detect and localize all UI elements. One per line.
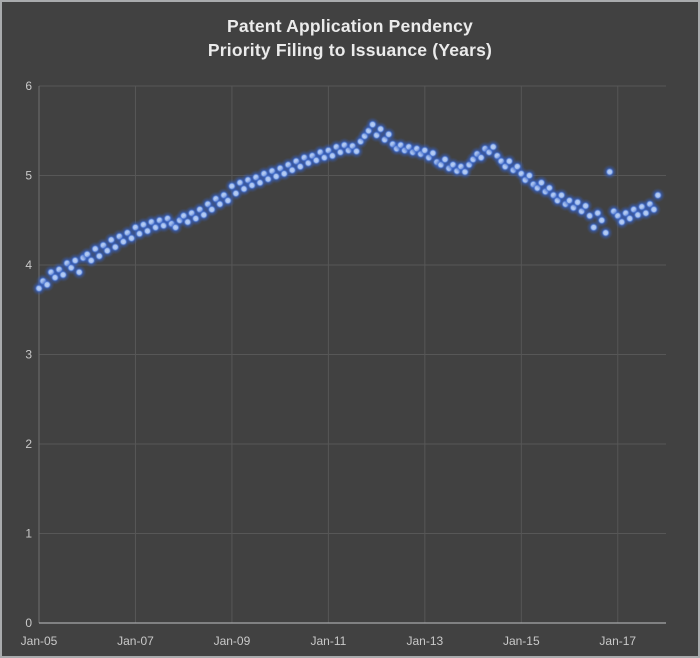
y-tick-label: 5 (25, 169, 32, 183)
scatter-points (31, 117, 666, 296)
x-tick-label: Jan-11 (310, 634, 346, 648)
scatter-point (598, 225, 613, 240)
x-tick-label: Jan-17 (599, 634, 636, 648)
x-tick-label: Jan-15 (503, 634, 540, 648)
scatter-point (594, 213, 609, 228)
y-tick-label: 0 (25, 616, 32, 630)
chart-title: Patent Application Pendency Priority Fil… (2, 14, 698, 62)
gridlines (39, 85, 666, 623)
x-tick-label: Jan-13 (406, 634, 443, 648)
x-tick-label: Jan-07 (117, 634, 154, 648)
x-tick-label: Jan-05 (21, 634, 58, 648)
y-tick-label: 3 (25, 348, 32, 362)
y-tick-label: 2 (25, 437, 32, 451)
chart-title-line1: Patent Application Pendency (227, 16, 473, 36)
scatter-point (646, 202, 662, 217)
x-axis-labels: Jan-05 Jan-07 Jan-09 Jan-11 Jan-13 Jan-15 Jan-… (21, 634, 637, 648)
scatter-point (650, 188, 666, 203)
chart-title-line2: Priority Filing to Issuance (Years) (207, 40, 493, 60)
scatter-point (602, 164, 617, 180)
axis-lines (38, 86, 666, 624)
y-axis-labels: 0 1 2 3 4 5 6 (25, 79, 32, 630)
y-tick-label: 6 (25, 79, 32, 93)
scatter-point (72, 265, 87, 280)
x-tick-label: Jan-09 (214, 634, 251, 648)
y-tick-label: 1 (25, 527, 32, 541)
y-tick-label: 4 (25, 258, 32, 272)
